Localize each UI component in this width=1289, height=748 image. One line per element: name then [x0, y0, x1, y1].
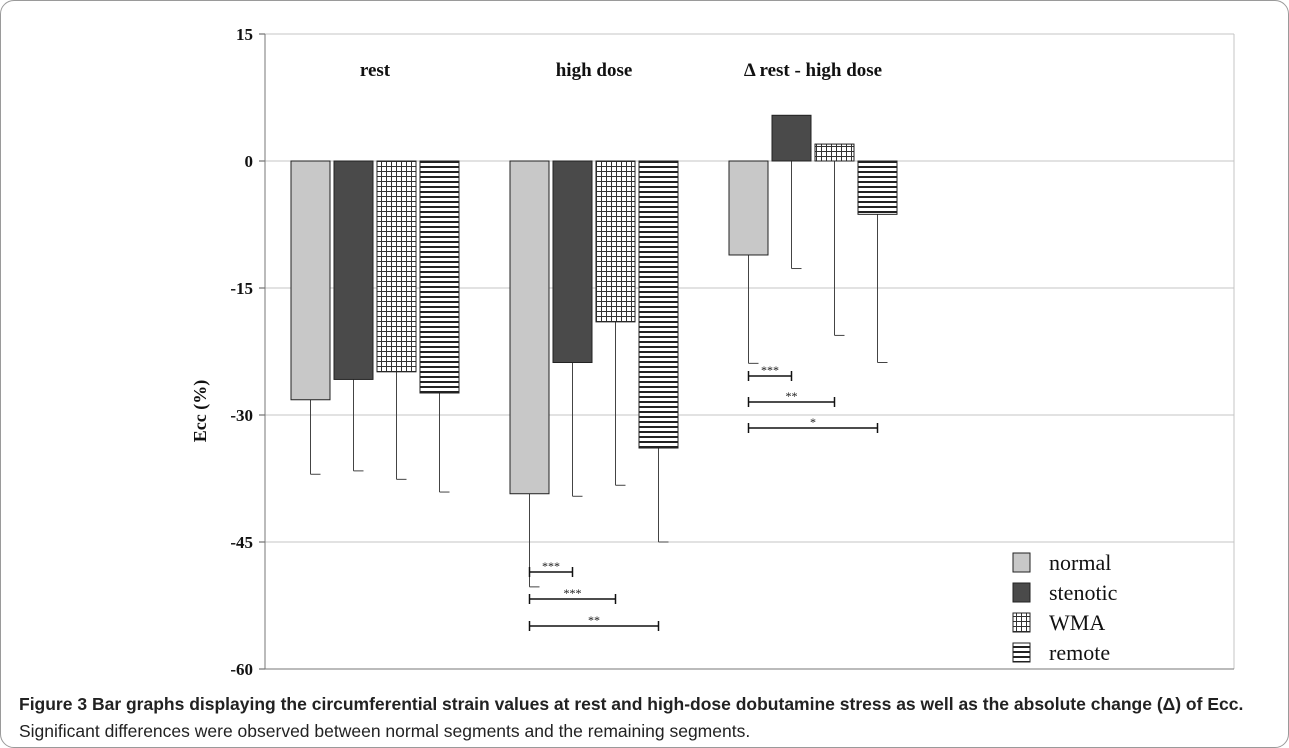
category-label: Δ rest - high dose: [744, 60, 882, 81]
bar-remote: [857, 160, 898, 215]
bars: [290, 114, 898, 495]
caption-label: Figure 3: [19, 694, 88, 714]
y-tick-label: -15: [230, 279, 253, 298]
bar-chart: 15 0 -15 -30 -45 -60 rest high dose Δ rest - hi…: [190, 25, 1235, 679]
legend-swatch-remote: [1012, 642, 1031, 663]
caption-text: Significant differences were observed be…: [19, 721, 751, 741]
bar-stenotic: [552, 160, 593, 364]
legend: normal stenotic WMA remote: [1012, 550, 1118, 665]
figure-caption: Figure 3 Bar graphs displaying the circu…: [19, 691, 1274, 745]
significance-label: ***: [564, 586, 582, 600]
bar-stenotic: [771, 114, 812, 162]
bar-wma: [595, 160, 636, 323]
legend-swatch-stenotic: [1012, 582, 1031, 603]
caption-title: Bar graphs displaying the circumferentia…: [91, 694, 1244, 714]
legend-label: normal: [1049, 550, 1111, 575]
significance-label: *: [810, 415, 816, 429]
bar-stenotic: [333, 160, 374, 380]
bar-normal: [290, 160, 331, 401]
legend-label: stenotic: [1049, 580, 1118, 605]
y-axis: 15 0 -15 -30 -45 -60: [230, 25, 1234, 679]
significance-brackets: **************: [528, 363, 879, 631]
legend-label: WMA: [1049, 610, 1105, 635]
bar-wma: [376, 160, 417, 373]
y-tick-label: 0: [245, 152, 254, 171]
y-tick-label: -60: [230, 660, 253, 679]
significance-label: **: [786, 389, 798, 403]
category-label: high dose: [556, 60, 633, 81]
y-tick-label: -45: [230, 533, 253, 552]
category-label: rest: [360, 60, 391, 81]
y-tick-label: -30: [230, 406, 253, 425]
bar-normal: [728, 160, 769, 256]
bar-wma: [814, 143, 855, 162]
significance-label: ***: [542, 559, 560, 573]
legend-swatch-normal: [1012, 552, 1031, 573]
significance-label: **: [588, 613, 600, 627]
significance-label: ***: [761, 363, 779, 377]
bar-remote: [638, 160, 679, 449]
legend-label: remote: [1049, 640, 1110, 665]
category-labels: rest high dose Δ rest - high dose: [360, 60, 882, 81]
y-axis-label: Ecc (%): [190, 380, 211, 442]
error-bars: [310, 115, 888, 588]
bar-remote: [419, 160, 460, 394]
y-tick-label: 15: [236, 25, 253, 44]
bar-normal: [509, 160, 550, 495]
legend-swatch-wma: [1012, 612, 1031, 633]
